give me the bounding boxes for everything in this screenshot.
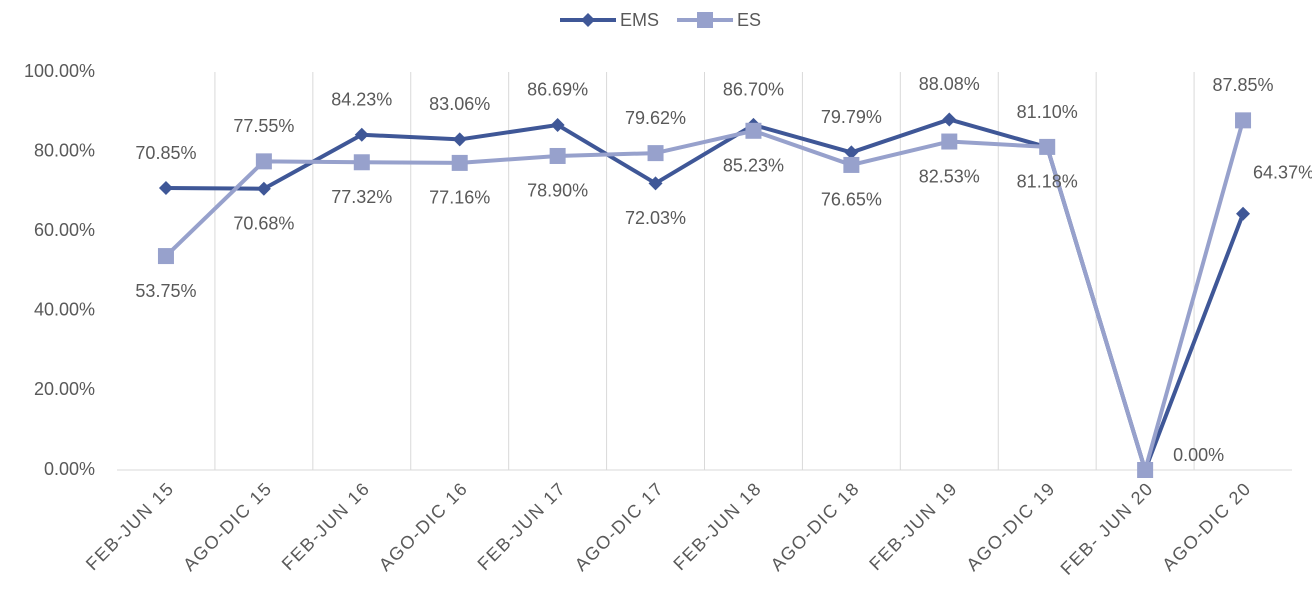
data-label: 72.03%: [625, 208, 686, 228]
x-tick-label: FEB-JUN 16: [278, 478, 374, 574]
y-tick-label: 40.00%: [34, 300, 95, 320]
point: [647, 145, 664, 162]
data-label: 70.68%: [233, 213, 294, 233]
point: [549, 147, 566, 164]
data-label: 83.06%: [429, 94, 490, 114]
y-tick-label: 0.00%: [44, 459, 95, 479]
x-tick-label: FEB-JUN 19: [865, 478, 961, 574]
point: [844, 145, 859, 160]
legend-marker: [581, 13, 595, 27]
point: [942, 112, 957, 127]
y-tick-label: 80.00%: [34, 140, 95, 160]
data-label: 76.65%: [821, 190, 882, 210]
point: [1039, 138, 1056, 155]
series-line: [164, 119, 1245, 472]
legend-label: ES: [737, 10, 761, 30]
x-tick-label: AGO-DIC 20: [1158, 478, 1255, 575]
data-label: 64.37%: [1253, 163, 1312, 183]
point: [1137, 462, 1154, 478]
data-label: 84.23%: [331, 90, 392, 110]
point: [452, 132, 467, 147]
legend-marker: [697, 12, 714, 28]
x-tick-label: FEB-JUN 17: [474, 478, 570, 574]
data-label: 86.69%: [527, 80, 588, 100]
y-tick-label: 20.00%: [34, 379, 95, 399]
data-label: 77.16%: [429, 188, 490, 208]
point: [451, 154, 468, 171]
point: [353, 154, 370, 171]
data-label: 85.23%: [723, 156, 784, 176]
data-label: 82.53%: [919, 166, 980, 186]
x-tick-label: AGO-DIC 17: [571, 478, 668, 575]
x-tick-label: AGO-DIC 19: [962, 478, 1059, 575]
data-label: 70.85%: [135, 143, 196, 163]
data-label: 88.08%: [919, 74, 980, 94]
point: [648, 176, 663, 191]
data-label: 81.18%: [1017, 172, 1078, 192]
x-tick-label: AGO-DIC 18: [767, 478, 864, 575]
x-tick-label: FEB- JUN 20: [1057, 478, 1158, 579]
data-label: 87.85%: [1213, 75, 1274, 95]
point: [941, 133, 958, 150]
point: [843, 156, 860, 173]
x-tick-label: FEB-JUN 18: [669, 478, 765, 574]
data-label: 78.90%: [527, 181, 588, 201]
point: [354, 127, 369, 142]
point: [550, 117, 565, 132]
point: [256, 181, 271, 196]
data-label: 79.79%: [821, 107, 882, 127]
y-tick-label: 100.00%: [24, 61, 95, 81]
data-label: 77.55%: [233, 116, 294, 136]
point: [745, 122, 762, 139]
data-label: 86.70%: [723, 80, 784, 100]
point: [1236, 206, 1251, 221]
legend-label: EMS: [620, 10, 659, 30]
point: [157, 248, 174, 265]
x-tick-label: AGO-DIC 16: [375, 478, 472, 575]
point: [1235, 112, 1252, 129]
data-label: 81.10%: [1017, 102, 1078, 122]
x-tick-label: FEB-JUN 15: [82, 478, 178, 574]
data-label: 79.62%: [625, 108, 686, 128]
data-label: 0.00%: [1173, 445, 1224, 465]
data-label: 77.32%: [331, 187, 392, 207]
data-label: 53.75%: [135, 281, 196, 301]
point: [158, 181, 173, 196]
point: [255, 153, 272, 170]
x-tick-label: AGO-DIC 15: [179, 478, 276, 575]
y-tick-label: 60.00%: [34, 220, 95, 240]
